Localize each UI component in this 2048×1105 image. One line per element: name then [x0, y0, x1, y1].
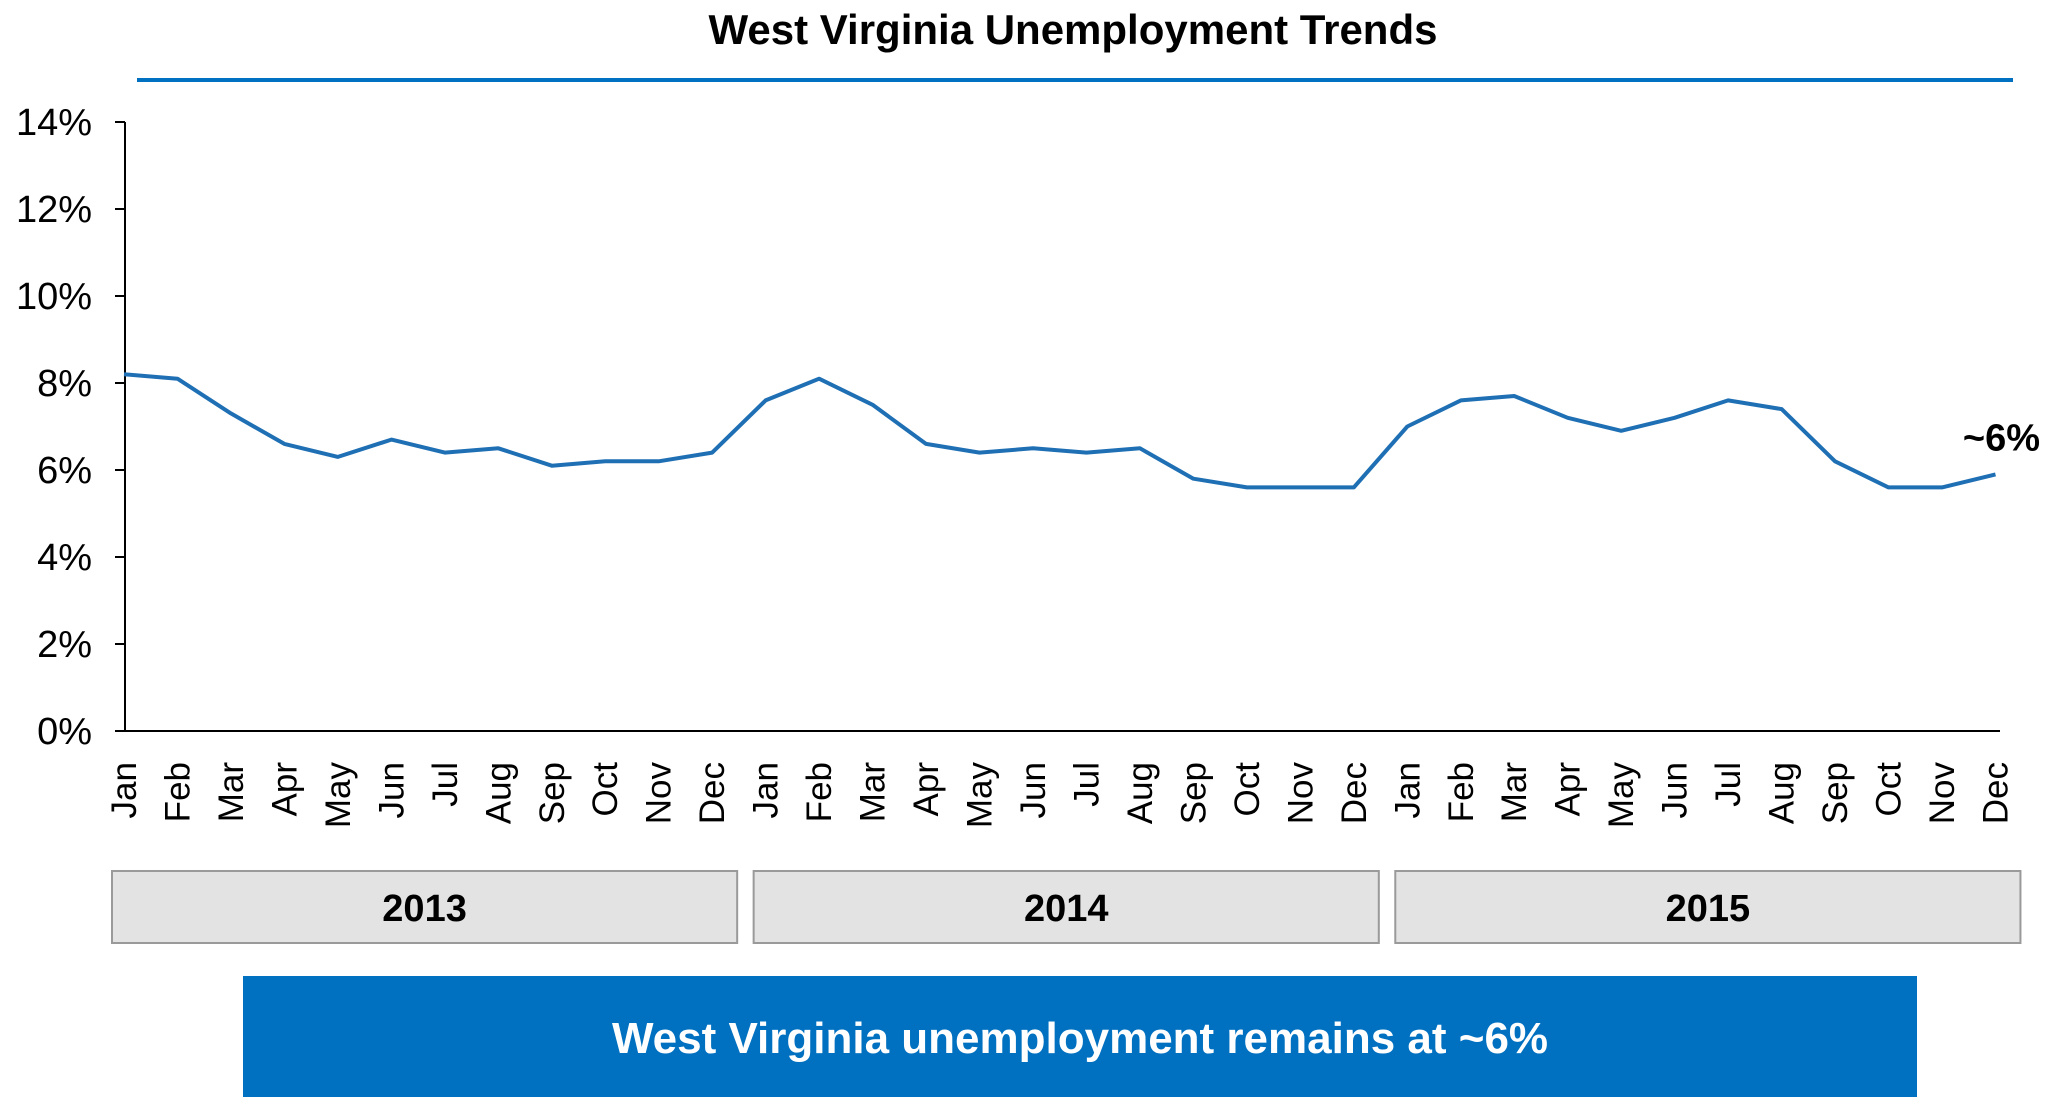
y-tick-label: 2%	[37, 624, 92, 666]
x-tick-label: Aug	[1121, 762, 1160, 824]
x-tick-label: Feb	[1442, 762, 1481, 822]
x-tick-label: Sep	[1816, 762, 1855, 824]
x-tick-label: May	[1602, 762, 1641, 829]
x-tick-label: Mar	[1495, 762, 1534, 823]
x-tick-label: Sep	[533, 762, 572, 824]
x-tick-label: Dec	[1335, 762, 1374, 824]
plot-area: ~6%	[123, 372, 2040, 490]
x-tick-label: Jul	[426, 762, 465, 807]
x-tick-label: Nov	[640, 762, 679, 825]
y-tick-label: 8%	[37, 363, 92, 405]
x-tick-label: Jul	[1709, 762, 1748, 807]
y-tick-label: 4%	[37, 537, 92, 579]
x-tick-label: Mar	[854, 762, 893, 823]
year-label: 2014	[1024, 888, 1109, 930]
summary-banner: West Virginia unemployment remains at ~6…	[243, 976, 1917, 1097]
summary-banner-box	[243, 976, 1917, 1097]
x-tick-label: Oct	[1228, 762, 1267, 817]
y-tick-label: 6%	[37, 450, 92, 492]
x-tick-label: Aug	[479, 762, 518, 824]
x-tick-label: Sep	[1174, 762, 1213, 824]
x-tick-label: Jan	[105, 762, 144, 818]
year-box	[111, 870, 739, 944]
x-tick-label: Apr	[1549, 762, 1588, 817]
y-tick-label: 14%	[16, 102, 92, 144]
year-label: 2015	[1666, 888, 1751, 930]
x-tick-label: Feb	[158, 762, 197, 822]
x-tick-label: Jul	[1067, 762, 1106, 807]
y-tick-label: 0%	[37, 711, 92, 753]
x-tick-label: Nov	[1923, 762, 1962, 825]
x-tick-label: Jan	[747, 762, 786, 818]
x-tick-label: Dec	[1976, 762, 2015, 824]
unemployment-series-line	[123, 372, 1996, 490]
summary-banner-text: West Virginia unemployment remains at ~6…	[612, 1014, 1548, 1063]
x-tick-label: Feb	[800, 762, 839, 822]
x-tick-label: Aug	[1763, 762, 1802, 824]
year-box	[1394, 870, 2022, 944]
x-tick-label: Jun	[1014, 762, 1053, 818]
x-tick-label: Apr	[907, 762, 946, 817]
year-box	[752, 870, 1380, 944]
x-axis: Jan Feb Mar Apr May Jun Jul Aug Sep Oct Nov Dec Jan F…	[105, 730, 2015, 829]
x-tick-label: Dec	[693, 762, 732, 824]
end-value-annotation: ~6%	[1963, 417, 2040, 459]
x-tick-label: Jan	[1388, 762, 1427, 818]
year-boxes: 2013 2014 2015	[111, 870, 2022, 944]
x-tick-label: Jun	[1656, 762, 1695, 818]
x-tick-label: Mar	[212, 762, 251, 823]
year-label: 2013	[382, 888, 467, 930]
y-axis: 0% 2% 4% 6% 8% 10% 12% 14%	[16, 102, 126, 753]
y-tick-label: 12%	[16, 189, 92, 231]
x-tick-label: May	[319, 762, 358, 829]
y-tick-label: 10%	[16, 276, 92, 318]
x-tick-label: Oct	[1870, 762, 1909, 817]
x-tick-label: May	[961, 762, 1000, 829]
x-tick-label: Nov	[1281, 762, 1320, 825]
x-tick-label: Oct	[586, 762, 625, 817]
chart-title: West Virginia Unemployment Trends	[709, 6, 1438, 53]
x-tick-label: Apr	[265, 762, 304, 817]
x-tick-label: Jun	[372, 762, 411, 818]
